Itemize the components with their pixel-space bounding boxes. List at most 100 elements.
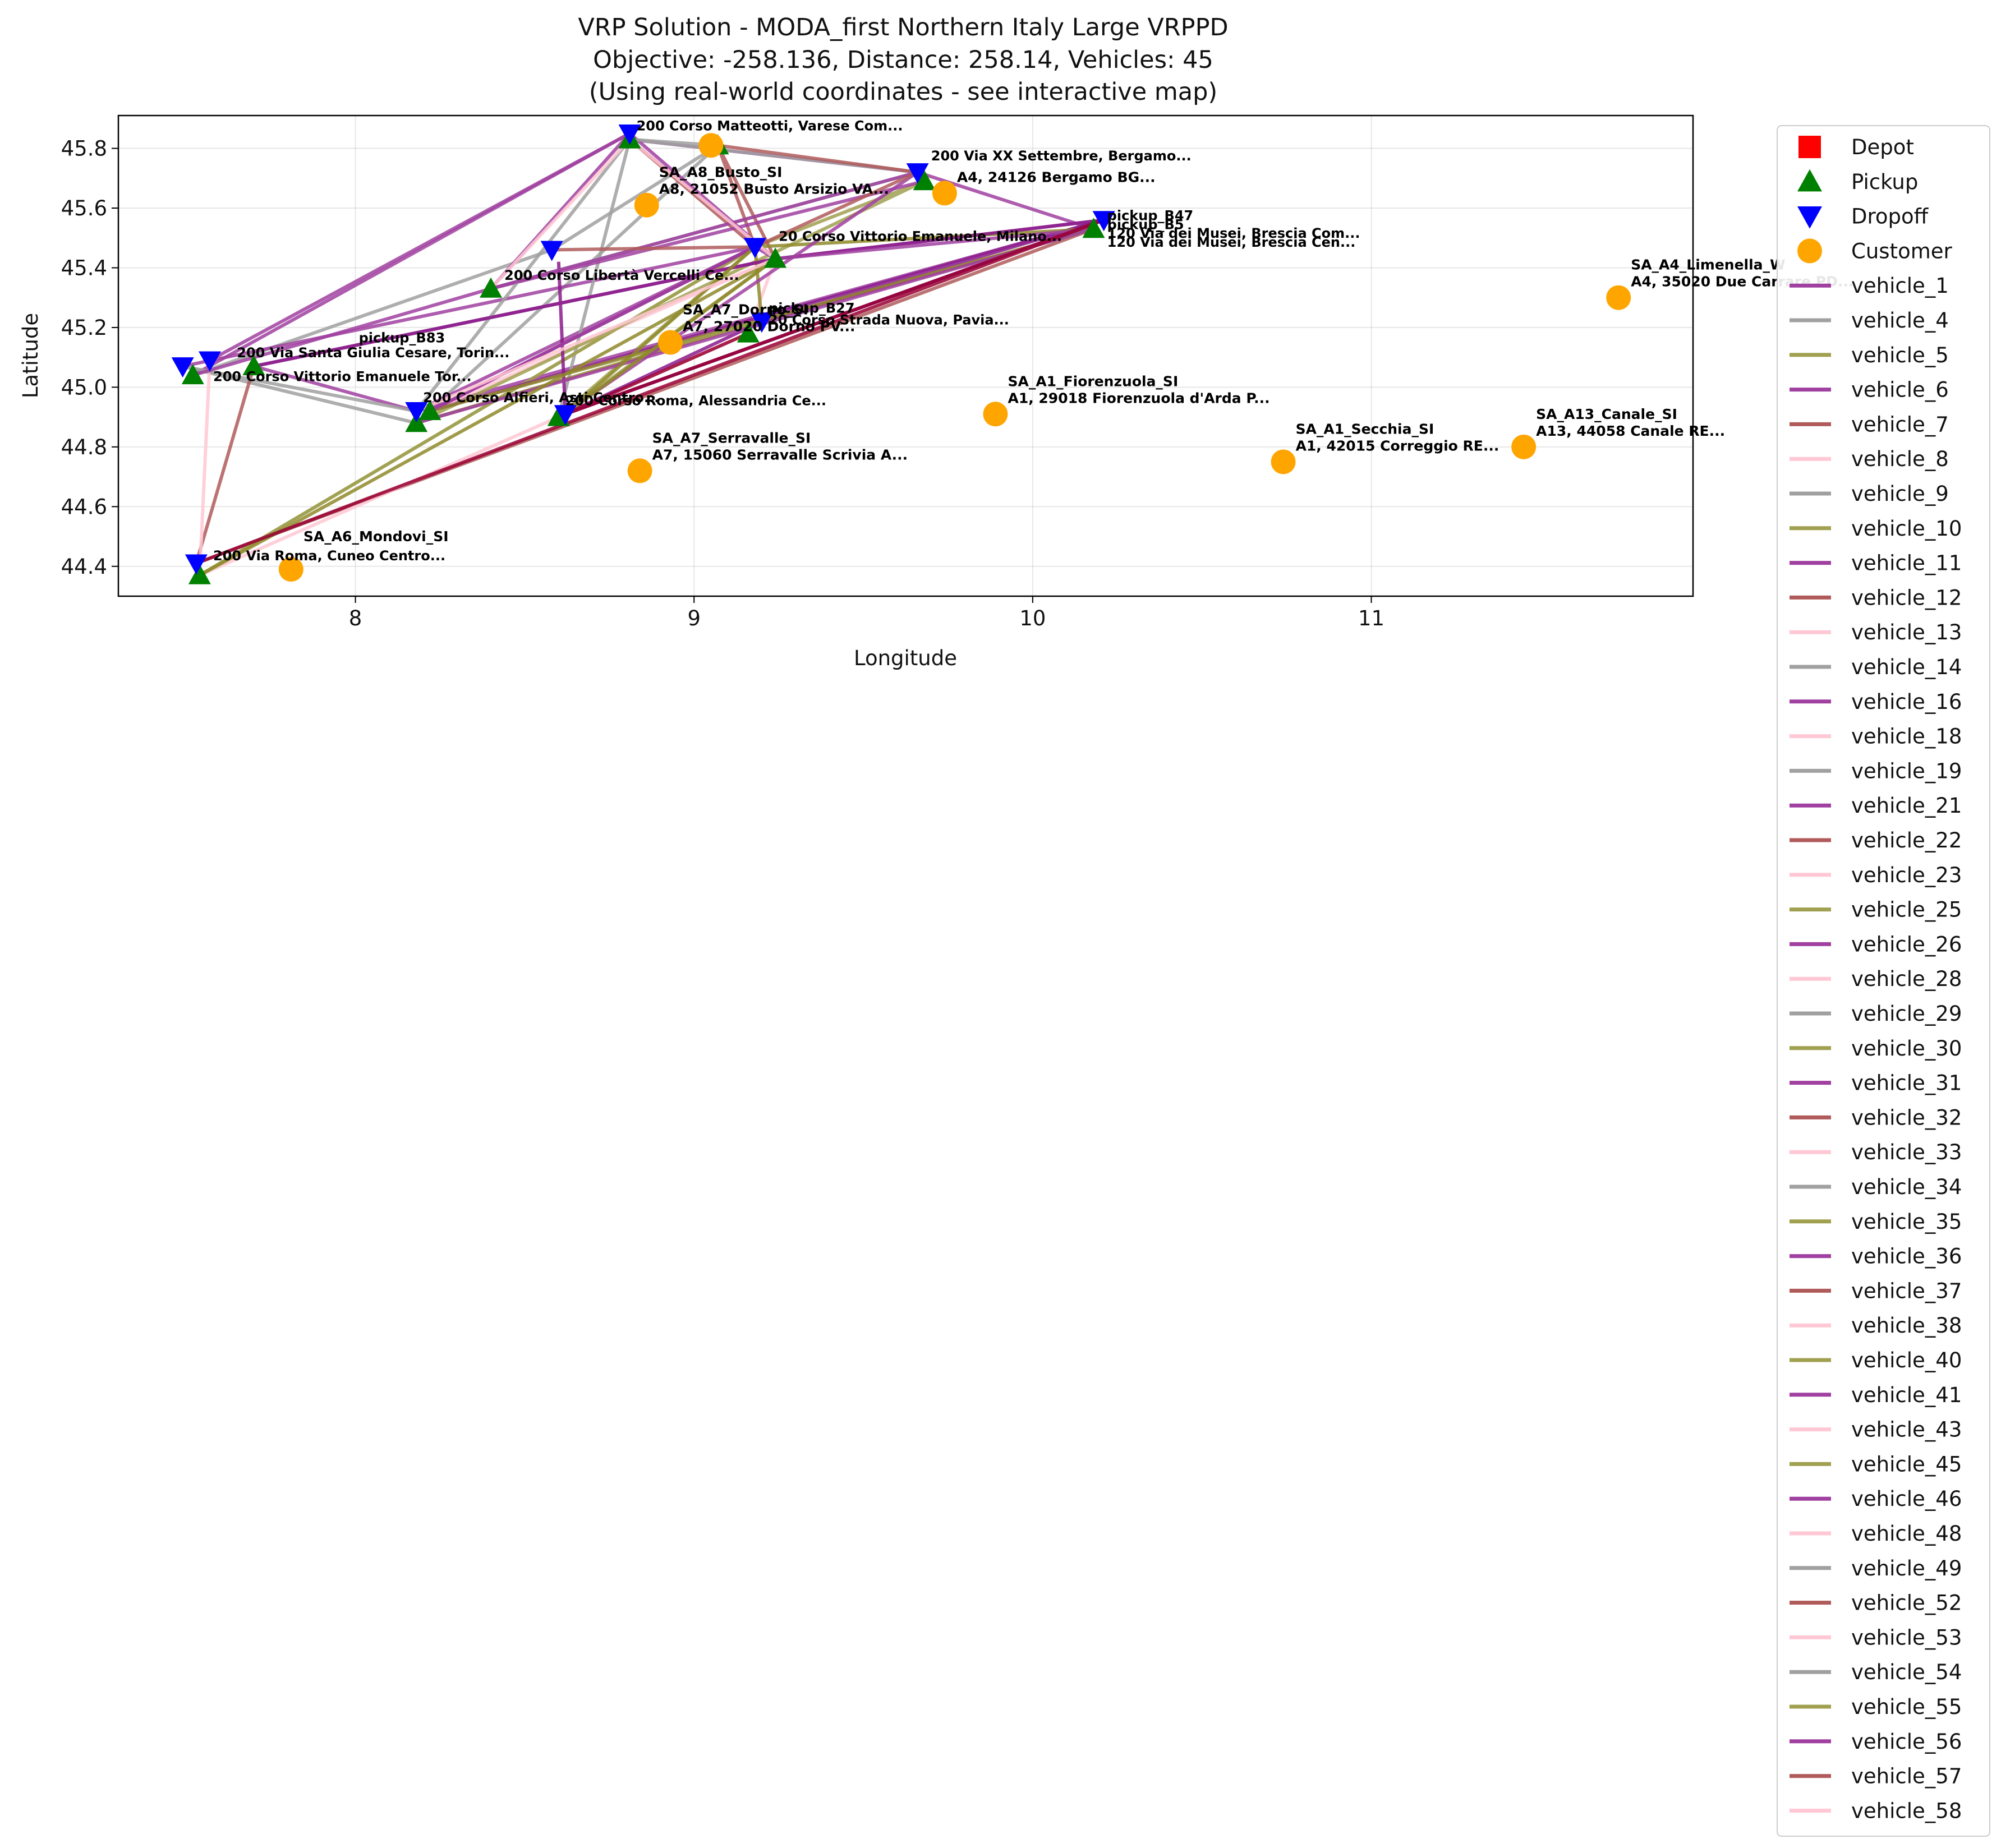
stop-annotation: 200 Via Santa Giulia Cesare, Torin... xyxy=(237,345,509,361)
customer-address-label: A1, 42015 Correggio RE... xyxy=(1296,437,1499,454)
stop-labels: SA_A4_Limenella_WA4, 35020 Due Carrare P… xyxy=(213,118,1853,564)
legend-vehicle-19-label: vehicle_19 xyxy=(1851,759,1962,783)
customer-name-label: SA_A6_Mondovi_SI xyxy=(303,528,449,545)
pickup-marker xyxy=(418,399,441,420)
customer-address-label: A7, 15060 Serravalle Scrivia A... xyxy=(652,446,908,463)
customer-marker xyxy=(698,133,724,158)
dropoff-marker xyxy=(198,351,221,372)
pickup-marker xyxy=(737,322,760,343)
legend-vehicle-58-label: vehicle_58 xyxy=(1851,1799,1962,1823)
y-tick-label: 45.8 xyxy=(61,137,107,161)
y-tick-label: 45.6 xyxy=(61,196,107,220)
stop-annotation: 200 Corso Alfieri, Asti Centro... xyxy=(423,390,659,405)
stop-annotation: 120 Via dei Musei, Brescia Com... xyxy=(1107,225,1360,241)
x-tick-label: 8 xyxy=(349,606,362,630)
customer-marker xyxy=(1511,434,1537,459)
stop-annotation: 20 Corso Strada Nuova, Pavia... xyxy=(769,312,1009,328)
legend-frame xyxy=(1777,125,1990,1837)
legend-vehicle-7-label: vehicle_7 xyxy=(1851,412,1949,436)
legend-vehicle-37-label: vehicle_37 xyxy=(1851,1279,1962,1303)
customer-name-label: SA_A7_Dorno_SI xyxy=(683,302,808,318)
customer-marker xyxy=(657,330,683,355)
legend-vehicle-13-label: vehicle_13 xyxy=(1851,620,1962,644)
legend-vehicle-25-label: vehicle_25 xyxy=(1851,898,1962,922)
plot-frame xyxy=(117,114,1694,597)
route-vehicle_26 xyxy=(209,131,925,362)
route-vehicle_34 xyxy=(182,137,718,413)
x-tick-label: 11 xyxy=(1358,606,1384,630)
legend-customer-swatch xyxy=(1797,238,1822,264)
legend-vehicle-1-label: vehicle_1 xyxy=(1851,274,1949,298)
x-axis-label: Longitude xyxy=(854,646,957,670)
legend-vehicle-32-label: vehicle_32 xyxy=(1851,1105,1962,1130)
pickup-marker xyxy=(181,364,204,385)
dropoff-marker xyxy=(405,402,428,422)
legend-vehicle-29-label: vehicle_29 xyxy=(1851,1002,1962,1026)
route-vehicle_58 xyxy=(416,137,778,413)
legend-vehicle-22-label: vehicle_22 xyxy=(1851,828,1962,852)
customer-name-label: SA_A1_Secchia_SI xyxy=(1296,421,1434,437)
dropoff-marker xyxy=(743,238,766,259)
legend-vehicle-33-label: vehicle_33 xyxy=(1851,1140,1962,1164)
pickup-marker xyxy=(913,170,936,191)
x-tick-label: 10 xyxy=(1019,606,1046,630)
customer-marker xyxy=(1606,285,1631,310)
customer-address-label: A4, 24126 Bergamo BG... xyxy=(957,169,1156,185)
customer-marker xyxy=(1271,449,1296,474)
dropoff-marker xyxy=(1092,211,1115,232)
legend-vehicle-5-label: vehicle_5 xyxy=(1851,343,1949,367)
legend-pickup-label: Pickup xyxy=(1851,170,1918,194)
title-line-2: Objective: -258.136, Distance: 258.14, V… xyxy=(593,46,1213,74)
customer-address-label: A1, 29018 Fiorenzuola d'Arda P... xyxy=(1008,390,1269,406)
stop-annotation: 200 Corso Roma, Alessandria Ce... xyxy=(565,393,826,408)
customer-name-label: SA_A1_Fiorenzuola_SI xyxy=(1008,373,1178,389)
customer-address-label: A7, 27020 Dorno PV... xyxy=(683,319,855,335)
plot-area xyxy=(118,116,1693,596)
legend-depot-swatch xyxy=(1798,136,1821,158)
customer-name-label: SA_A4_Limenella_W xyxy=(1631,257,1785,273)
legend-vehicle-31-label: vehicle_31 xyxy=(1851,1071,1962,1095)
legend-vehicle-21-label: vehicle_21 xyxy=(1851,794,1962,818)
dropoff-marker xyxy=(906,163,929,184)
legend-vehicle-23-label: vehicle_23 xyxy=(1851,863,1962,887)
title-line-3: (Using real-world coordinates - see inte… xyxy=(589,78,1217,106)
stop-annotation: 200 Via XX Settembre, Bergamo... xyxy=(931,148,1192,164)
stop-annotation: pickup_B83 xyxy=(359,330,445,346)
pickup-marker xyxy=(764,247,787,268)
dropoff-marker xyxy=(185,554,208,575)
dropoff-marker xyxy=(618,124,641,145)
legend-vehicle-43-label: vehicle_43 xyxy=(1851,1418,1962,1442)
stop-markers xyxy=(171,124,1631,584)
legend-vehicle-46-label: vehicle_46 xyxy=(1851,1487,1962,1511)
legend-vehicle-16-label: vehicle_16 xyxy=(1851,690,1962,714)
legend-vehicle-14-label: vehicle_14 xyxy=(1851,655,1962,679)
dropoff-marker xyxy=(554,405,577,426)
dropoff-marker xyxy=(171,357,194,378)
dropoff-marker xyxy=(540,241,563,261)
customer-address-label: A8, 21052 Busto Arsizio VA... xyxy=(659,181,889,197)
customer-marker xyxy=(634,192,659,218)
route-vehicle_41 xyxy=(192,170,919,419)
customer-marker xyxy=(983,402,1008,427)
legend: Depot Pickup Dropoff Customer vehicle_1vehic… xyxy=(1777,125,1990,1837)
legend-vehicle-36-label: vehicle_36 xyxy=(1851,1245,1962,1269)
legend-dropoff-swatch xyxy=(1797,206,1822,229)
legend-depot-label: Depot xyxy=(1851,135,1914,159)
y-tick-label: 45.2 xyxy=(61,316,107,340)
legend-vehicle-30-label: vehicle_30 xyxy=(1851,1036,1962,1061)
axis-ticks: 8 9 10 11 44.4 44.6 44.8 45.0 45.2 45.4 45.6 45.8 xyxy=(61,137,1384,630)
customer-address-label: A13, 44058 Canale RE... xyxy=(1536,423,1725,439)
pickup-marker xyxy=(1082,218,1105,238)
stop-annotation: 200 Corso Vittorio Emanuele Tor... xyxy=(213,369,472,385)
customer-marker xyxy=(278,557,303,582)
dropoff-marker xyxy=(750,312,773,333)
y-tick-label: 45.4 xyxy=(61,256,107,280)
legend-vehicle-8-label: vehicle_8 xyxy=(1851,447,1949,471)
route-vehicle_22 xyxy=(628,138,777,260)
legend-vehicle-6-label: vehicle_6 xyxy=(1851,378,1949,402)
legend-vehicle-56-label: vehicle_56 xyxy=(1851,1730,1962,1754)
legend-vehicle-57-label: vehicle_57 xyxy=(1851,1764,1962,1789)
stop-annotation: 200 Corso Matteotti, Varese Com... xyxy=(637,118,903,134)
stop-annotation: 20 Corso Vittorio Emanuele, Milano... xyxy=(779,229,1062,245)
title-line-1: VRP Solution - MODA_first Northern Italy… xyxy=(578,13,1228,42)
